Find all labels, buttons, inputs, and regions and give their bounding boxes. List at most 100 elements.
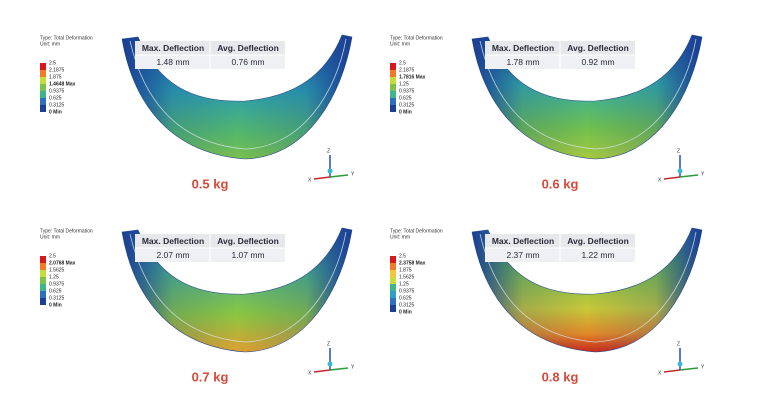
legend-label: 0.9375: [399, 88, 415, 94]
legend-swatch: [390, 277, 396, 284]
legend-label: 0.9375: [49, 281, 65, 287]
body-edge: [479, 231, 697, 343]
axis-label: Z: [677, 341, 680, 347]
legend-unit: Unit: mm: [390, 234, 410, 240]
legend-swatch: [390, 91, 396, 98]
axis-label: Y: [701, 364, 705, 370]
legend-label: 0 Min: [49, 109, 62, 115]
body-tips-shade: [122, 35, 352, 159]
axis-origin: [327, 361, 333, 367]
legend-swatch: [40, 70, 46, 77]
legend-unit: Unit: mm: [390, 41, 410, 47]
legend-title: Type: Total Deformation: [390, 35, 443, 41]
axis-label: X: [308, 370, 312, 376]
load-label: 0.7 kg: [192, 369, 229, 384]
axis-label: Z: [327, 341, 330, 347]
axis-label: Y: [701, 171, 705, 177]
table-header: Max. Deflection: [142, 43, 204, 53]
legend-swatch: [40, 298, 46, 305]
body-tips-shade: [122, 228, 352, 352]
legend-swatch: [40, 105, 46, 112]
legend-swatch: [40, 277, 46, 284]
legend-swatch: [40, 91, 46, 98]
legend-swatch: [390, 305, 396, 312]
axis-label: Z: [677, 148, 680, 154]
legend-swatch: [390, 98, 396, 105]
legend-label: 1.4648 Max: [49, 81, 76, 87]
legend-label: 1.875: [49, 74, 62, 80]
axis-x: [663, 369, 681, 373]
legend-label: 1.25: [49, 274, 59, 280]
legend-swatch: [40, 291, 46, 298]
legend-label: 0 Min: [399, 309, 412, 315]
load-label: 0.5 kg: [192, 176, 229, 191]
table-value: 1.07 mm: [231, 250, 264, 260]
table-value: 0.92 mm: [581, 57, 614, 67]
legend-label: 0.9375: [399, 288, 415, 294]
body-tips-shade: [472, 35, 702, 159]
legend-swatch: [390, 63, 396, 70]
legend-label: 2.1875: [49, 67, 65, 73]
legend-label: 2.5: [49, 60, 56, 66]
legend-swatch: [390, 256, 396, 263]
axis-origin: [327, 168, 333, 174]
body-edge: [129, 231, 347, 343]
body-tips-shade: [472, 228, 702, 352]
axis-label: X: [658, 370, 662, 376]
axis-x: [313, 176, 331, 180]
legend-swatch: [390, 77, 396, 84]
legend-label: 1.875: [399, 267, 412, 273]
axis-x: [663, 176, 681, 180]
legend-swatch: [390, 298, 396, 305]
legend-swatch: [390, 70, 396, 77]
body-edge: [479, 38, 697, 150]
legend-swatch: [40, 84, 46, 91]
axis-y: [329, 367, 349, 371]
legend-swatch: [40, 63, 46, 70]
legend-swatch: [40, 98, 46, 105]
table-header: Avg. Deflection: [567, 43, 629, 53]
legend-label: 0.625: [49, 288, 62, 294]
table-value: 1.78 mm: [506, 57, 539, 67]
legend-swatch: [390, 291, 396, 298]
legend-unit: Unit: mm: [40, 234, 60, 240]
legend-label: 0.625: [399, 295, 412, 301]
axis-origin: [677, 361, 683, 367]
legend-label: 1.5625: [399, 274, 415, 280]
table-header: Max. Deflection: [142, 236, 204, 246]
legend-title: Type: Total Deformation: [40, 35, 93, 41]
axis-label: Y: [351, 364, 355, 370]
legend-swatch: [40, 263, 46, 270]
table-header: Max. Deflection: [492, 236, 554, 246]
legend-swatch: [40, 284, 46, 291]
legend-title: Type: Total Deformation: [40, 228, 93, 234]
legend-label: 2.0768 Max: [49, 260, 76, 266]
legend-label: 2.5: [49, 253, 56, 259]
legend-swatch: [390, 270, 396, 277]
legend-swatch: [390, 84, 396, 91]
legend-swatch: [390, 263, 396, 270]
table-header: Avg. Deflection: [217, 43, 279, 53]
legend-label: 0.3125: [49, 102, 65, 108]
axis-origin: [677, 168, 683, 174]
legend-label: 0 Min: [49, 302, 62, 308]
legend-swatch: [390, 284, 396, 291]
axis-x: [313, 369, 331, 373]
legend-label: 0.625: [49, 95, 62, 101]
legend-label: 1.5625: [49, 267, 65, 273]
axis-label: Z: [327, 148, 330, 154]
legend-swatch: [390, 105, 396, 112]
axis-y: [329, 174, 349, 178]
legend-label: 0.625: [399, 95, 412, 101]
table-value: 1.22 mm: [581, 250, 614, 260]
legend-label: 0.3125: [399, 102, 415, 108]
legend-label: 1.25: [399, 81, 409, 87]
legend-label: 2.5: [399, 253, 406, 259]
legend-swatch: [40, 256, 46, 263]
axis-y: [679, 174, 699, 178]
legend-swatch: [40, 77, 46, 84]
